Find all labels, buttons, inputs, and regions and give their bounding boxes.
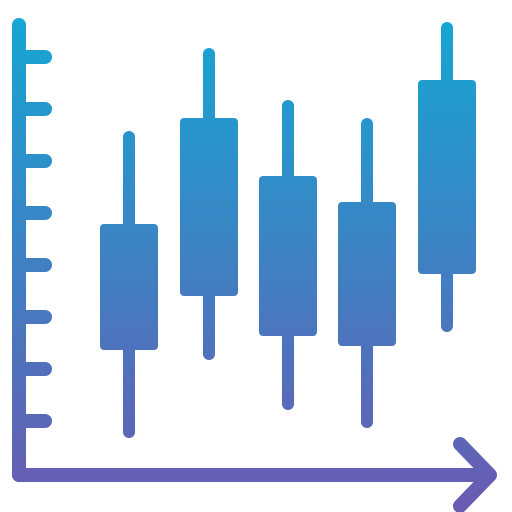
candle-body [338,202,396,346]
x-axis-arrow [453,437,497,512]
candle-body [259,176,317,336]
y-tick [12,154,52,168]
x-axis-line [12,468,492,482]
y-tick [12,310,52,324]
y-tick [12,362,52,376]
candle [418,22,476,332]
candle [180,48,238,360]
y-tick [12,50,52,64]
candle-body [418,80,476,274]
y-tick [12,258,52,272]
y-tick [12,414,52,428]
candle [100,131,158,438]
y-tick [12,102,52,116]
candle-body [180,118,238,296]
candle [259,100,317,410]
y-axis-line [12,18,26,482]
candle-body [100,224,158,350]
y-axis-ticks [12,50,52,428]
candle [338,118,396,428]
y-tick [12,206,52,220]
candles [100,22,476,438]
